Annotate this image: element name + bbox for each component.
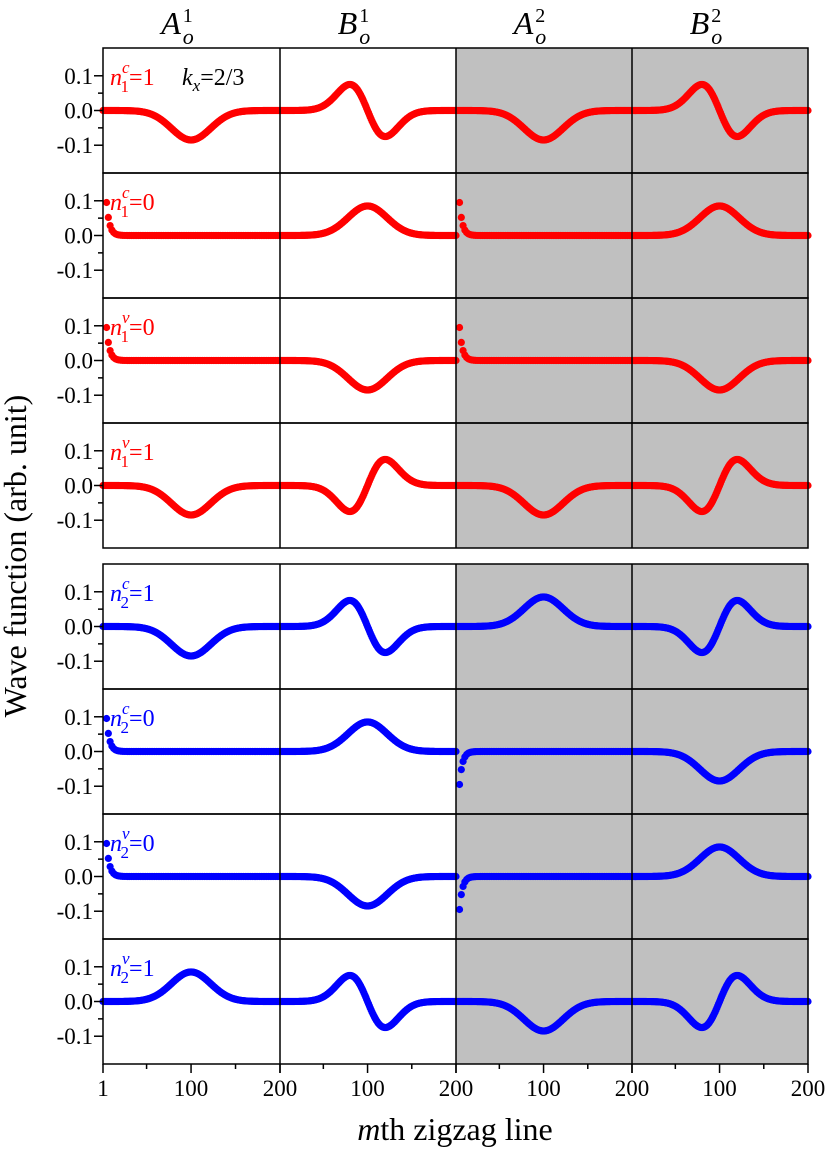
data-point (455, 323, 464, 332)
data-point (457, 891, 465, 899)
row-label: nv 1=0 (110, 308, 155, 346)
row-label: nc 2=0 (110, 699, 155, 737)
series-g1-row2-col2 (276, 202, 460, 240)
row-label: nv 2=0 (110, 824, 155, 862)
data-point (102, 323, 111, 332)
data-point (455, 905, 464, 914)
series-g2-row2-col2 (276, 718, 460, 756)
data-point (455, 780, 464, 789)
series-g1-row4-col1 (99, 481, 284, 519)
series-g1-row3-col3 (455, 323, 635, 365)
series-g1-row2-col4 (628, 202, 812, 240)
series-g1-row3-col4 (628, 356, 812, 394)
series-g2-row1-col3 (452, 593, 636, 631)
series-g1-row1-col4 (628, 80, 812, 141)
data-point (102, 198, 111, 207)
series-g1-row2-col1 (102, 198, 283, 240)
row-label: nc 2=1 (110, 574, 155, 612)
series-g1-row1-col2 (276, 80, 460, 141)
series-g1-row1-col1 (99, 106, 284, 144)
row-label: nc 1=0 (110, 183, 155, 221)
series-g1-row4-col4 (628, 455, 812, 516)
series-g1-row3-col2 (276, 356, 460, 394)
row-label: nv 1=1 (110, 433, 155, 471)
series-g1-row4-col2 (276, 455, 460, 516)
series-g1-row3-col1 (102, 323, 283, 365)
data-point (457, 213, 465, 221)
row-label: nc 1=1 (110, 58, 155, 96)
series-g1-row2-col3 (455, 198, 635, 240)
data-point (104, 213, 112, 221)
series-g1-row4-col3 (452, 481, 636, 519)
data-point (455, 198, 464, 207)
series-g2-row1-col2 (276, 596, 460, 657)
series-g2-row1-col1 (99, 622, 284, 660)
data-point (457, 338, 465, 346)
data-point (104, 338, 112, 346)
series-g1-row1-col3 (452, 106, 636, 144)
data-point (457, 766, 465, 774)
series-g2-row3-col2 (276, 872, 460, 910)
